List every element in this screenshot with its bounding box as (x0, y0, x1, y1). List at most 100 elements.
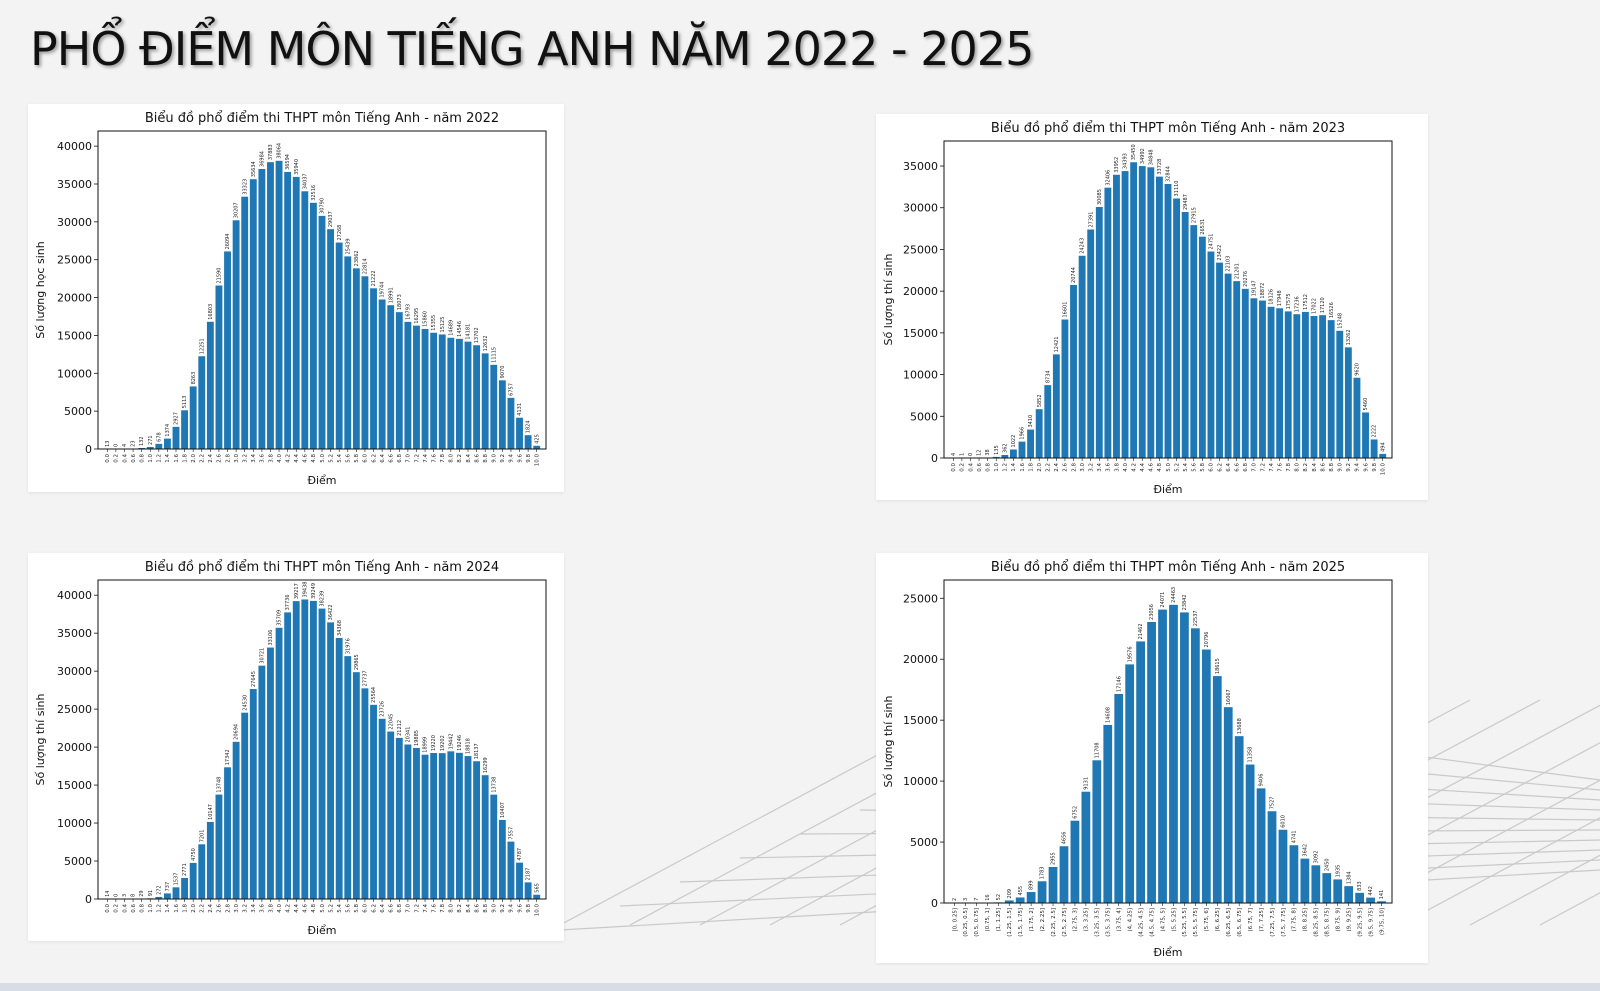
bar (1233, 281, 1241, 458)
data-label: 1374 (165, 424, 171, 437)
data-label: 31976 (345, 638, 351, 654)
bar (1070, 284, 1077, 458)
data-label: 19744 (380, 282, 386, 298)
data-label: 35450 (1131, 144, 1137, 160)
data-label: 11115 (491, 347, 497, 363)
x-tick-label: 4.4 (1140, 463, 1146, 472)
bar (1234, 736, 1244, 903)
chart-panel-2022: Biểu đồ phổ điểm thi THPT môn Tiếng Anh … (28, 104, 564, 492)
y-tick-label: 5000 (64, 855, 92, 868)
chart-title: Biểu đồ phổ điểm thi THPT môn Tiếng Anh … (991, 121, 1345, 136)
data-label: 17575 (1286, 293, 1292, 309)
bar (447, 751, 455, 899)
data-label: 13748 (217, 777, 223, 793)
bar (455, 752, 463, 899)
data-label: 1935 (1335, 865, 1341, 878)
x-tick-label: 3.6 (260, 454, 266, 463)
bar (455, 338, 463, 449)
bar (1081, 791, 1091, 903)
bar (284, 171, 292, 449)
data-label: 15125 (440, 317, 446, 333)
data-label: 494 (1380, 442, 1386, 452)
y-tick-label: 40000 (57, 589, 92, 602)
bar (1009, 449, 1017, 458)
x-tick-label: 8.8 (483, 904, 489, 913)
data-label: 16 (985, 894, 991, 900)
bar (1070, 820, 1080, 903)
bar (292, 176, 300, 449)
x-tick-label: 5.0 (1166, 463, 1172, 472)
y-tick-label: 20000 (57, 741, 92, 754)
x-tick-label: 0.2 (960, 463, 966, 472)
bar (413, 325, 420, 449)
x-tick-label: 4.8 (311, 454, 317, 463)
bar (1245, 764, 1255, 903)
data-label: 17022 (1312, 298, 1318, 314)
bar (352, 672, 360, 899)
bar (1147, 621, 1156, 903)
bar (1241, 288, 1249, 458)
y-tick-label: 30000 (57, 216, 92, 229)
x-tick-label: 0.6 (977, 463, 983, 472)
bar (1114, 694, 1124, 903)
data-label: 11358 (1248, 747, 1254, 763)
data-label: 23 (131, 440, 137, 446)
data-label: 2771 (182, 863, 188, 876)
x-tick-label: (6.25, 6.5] (1226, 908, 1232, 937)
data-label: 9131 (1083, 777, 1089, 790)
x-tick-label: 7.6 (1277, 463, 1283, 472)
bar (1136, 641, 1146, 903)
data-label: 14181 (466, 324, 472, 340)
x-tick-label: 0.8 (985, 463, 991, 472)
data-label: 7557 (509, 827, 515, 840)
data-label: 10407 (500, 802, 506, 818)
y-tick-label: 5000 (910, 836, 938, 849)
bar (1310, 316, 1318, 458)
bar (1035, 409, 1043, 458)
x-tick-label: 9.4 (509, 904, 515, 913)
x-tick-label: 4.6 (303, 454, 309, 463)
data-label: 833 (1357, 881, 1363, 891)
bar (447, 337, 455, 449)
x-tick-label: (8.25, 8.5] (1314, 908, 1320, 937)
x-tick-label: 1.8 (182, 904, 188, 913)
data-label: 32516 (311, 185, 317, 201)
data-label: 20796 (1204, 632, 1210, 648)
data-label: 6757 (509, 383, 515, 396)
data-label: 30721 (259, 648, 265, 664)
data-label: 15248 (1337, 313, 1343, 329)
x-tick-label: (1.5, 1.75] (1018, 908, 1024, 937)
y-tick-label: 10000 (57, 817, 92, 830)
x-tick-label: 8.0 (449, 454, 455, 463)
bar (335, 242, 343, 449)
chart-title: Biểu đồ phổ điểm thi THPT môn Tiếng Anh … (991, 560, 1345, 575)
data-label: 7 (974, 898, 980, 901)
data-label: 26094 (225, 234, 231, 250)
x-tick-label: 2.4 (208, 904, 214, 913)
bar-chart-2024: Biểu đồ phổ điểm thi THPT môn Tiếng Anh … (34, 560, 547, 937)
x-tick-label: 4.2 (1131, 463, 1137, 472)
bar (1092, 760, 1102, 903)
y-tick-label: 30000 (57, 665, 92, 678)
data-label: 4741 (1292, 830, 1298, 843)
bar (404, 744, 412, 899)
y-tick-label: 20000 (903, 653, 938, 666)
data-label: 34992 (1140, 148, 1146, 164)
x-tick-label: 8.0 (1295, 463, 1301, 472)
chart-title: Biểu đồ phổ điểm thi THPT môn Tiếng Anh … (145, 111, 499, 126)
bar (155, 443, 163, 449)
x-tick-label: 3.8 (268, 454, 274, 463)
grid-line (1399, 817, 1600, 926)
data-label: 2450 (1324, 858, 1330, 871)
x-tick-label: 9.8 (526, 904, 532, 913)
bar (533, 445, 541, 449)
data-label: 24243 (1080, 238, 1086, 254)
x-tick-label: 7.8 (440, 454, 446, 463)
x-tick-label: 5.2 (328, 454, 334, 463)
data-label: 3410 (1028, 415, 1034, 428)
y-tick-label: 20000 (903, 285, 938, 298)
x-tick-label: (8, 8.25] (1303, 908, 1309, 932)
data-label: 565 (534, 883, 540, 893)
x-tick-label: 7.0 (406, 904, 412, 913)
data-label: 1 (959, 453, 965, 456)
